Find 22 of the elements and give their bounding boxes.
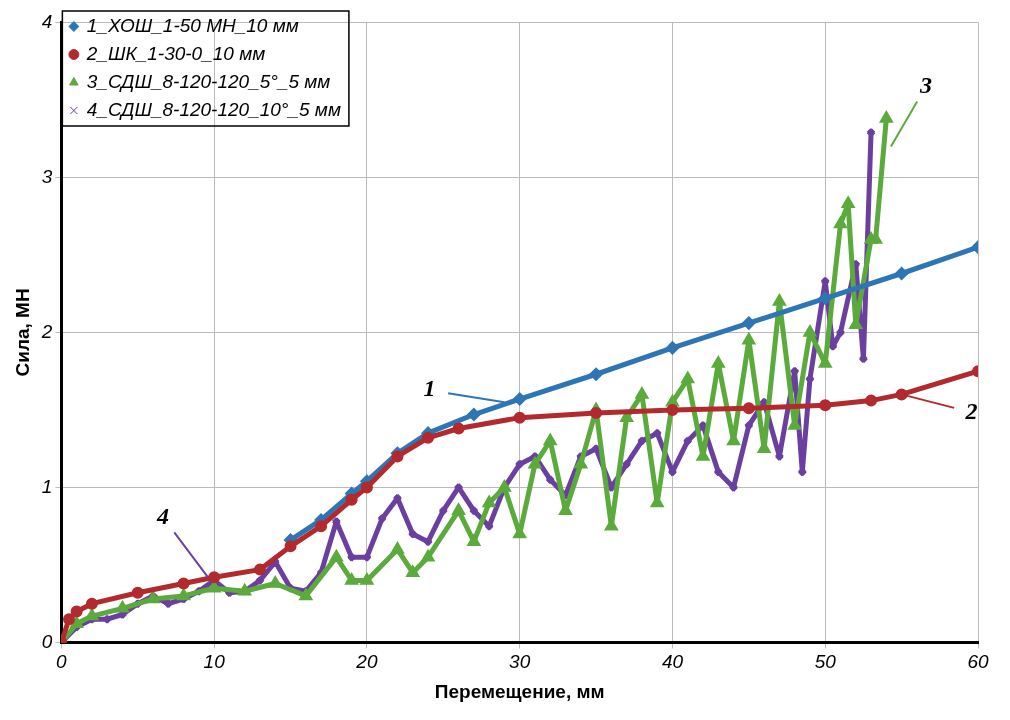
x-tick-label: 30 (509, 651, 531, 673)
annotation: 4 (156, 502, 170, 529)
x-tick-label: 60 (967, 651, 989, 673)
x-tick-label: 10 (203, 651, 226, 673)
x-axis-title: Перемещение, мм (434, 680, 605, 702)
x-tick-label: 50 (814, 651, 837, 673)
y-tick-label: 4 (41, 10, 53, 32)
legend-label: 2_ШК_1-30-0_10 мм (85, 42, 266, 64)
x-tick-label: 20 (355, 651, 378, 673)
y-tick-label: 2 (40, 320, 53, 342)
legend-label: 1_ХОШ_1-50 МН_10 мм (86, 14, 299, 36)
annotation: 2 (964, 397, 978, 424)
x-tick-label: 40 (661, 651, 684, 673)
y-axis-title: Сила, МН (11, 288, 33, 377)
y-tick-label: 1 (41, 475, 53, 497)
legend-label: 3_СДШ_8-120-120_5°_5 мм (86, 70, 331, 92)
x-tick-label: 0 (56, 651, 68, 673)
legend-label: 4_СДШ_8-120-120_10°_5 мм (86, 98, 341, 120)
y-tick-label: 3 (41, 165, 53, 187)
annotation: 1 (423, 375, 436, 402)
annotation: 3 (918, 71, 932, 98)
y-tick-label: 0 (41, 630, 53, 652)
